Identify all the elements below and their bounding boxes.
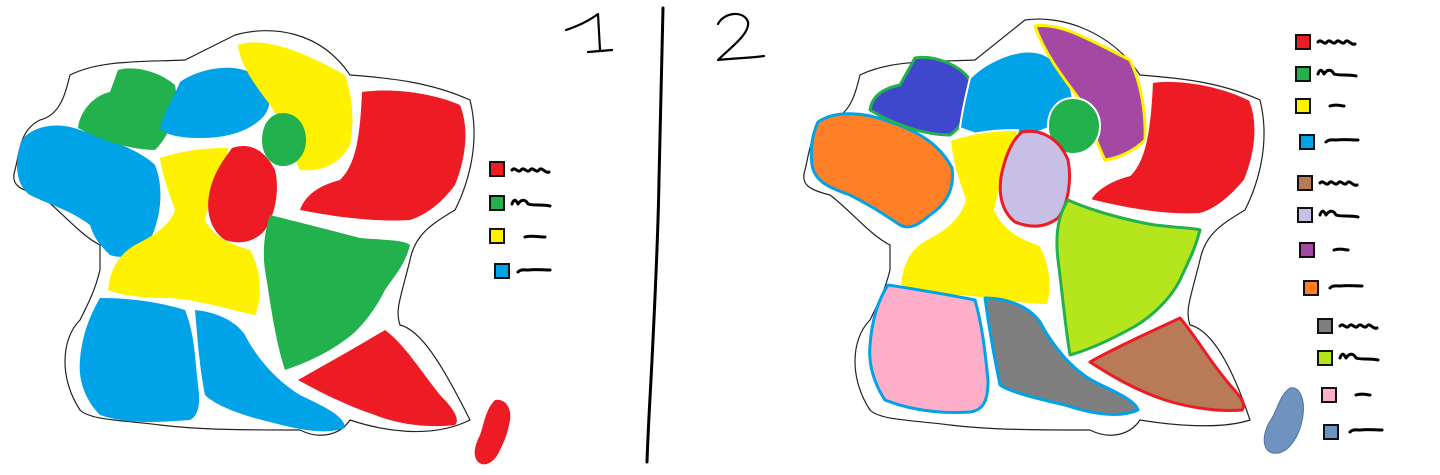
legend-item: [1297, 175, 1359, 191]
legend-swatch: [1297, 207, 1313, 223]
northeast-region[interactable]: [1089, 79, 1257, 216]
legend-item: [1299, 134, 1360, 150]
legend-scribble: [1316, 68, 1358, 78]
legend-swatch: [494, 263, 510, 279]
legend-swatch: [1299, 134, 1315, 150]
legend-item: [489, 195, 552, 211]
center-region[interactable]: [208, 146, 277, 243]
legend-item: [1323, 424, 1384, 440]
paris-region[interactable]: [262, 113, 306, 166]
normandy-west-region[interactable]: [868, 55, 972, 137]
legend-swatch: [1295, 98, 1311, 114]
legend-swatch: [489, 228, 505, 244]
brittany-region[interactable]: [17, 125, 161, 257]
legend-scribble: [1332, 247, 1350, 252]
legend-scribble: [1318, 180, 1359, 187]
normandy-east-region[interactable]: [160, 67, 270, 138]
legend-scribble: [516, 268, 552, 274]
corsica-region[interactable]: [1263, 387, 1304, 454]
legend-scribble: [1354, 392, 1372, 397]
legend-swatch: [489, 195, 505, 211]
legend-scribble: [1348, 428, 1384, 434]
panel-number-1: [564, 12, 614, 54]
corsica-region[interactable]: [474, 399, 511, 465]
legend-swatch: [1321, 387, 1337, 403]
legend-swatch: [1317, 350, 1333, 366]
legend-item: [1295, 34, 1357, 50]
southeast-region[interactable]: [298, 330, 457, 427]
northeast-region[interactable]: [300, 90, 466, 221]
legend-scribble: [1338, 323, 1379, 330]
legend-scribble: [1318, 209, 1360, 219]
legend-scribble: [1328, 284, 1364, 290]
legend-swatch: [1303, 280, 1319, 296]
north-region[interactable]: [238, 42, 353, 171]
legend-item: [1295, 98, 1346, 114]
map-panel-2: [716, 12, 1384, 454]
legend-item: [1297, 207, 1360, 223]
legend-scribble: [510, 167, 551, 174]
center-region[interactable]: [998, 129, 1072, 228]
legend-item: [1321, 387, 1372, 403]
legend-swatch: [1299, 242, 1315, 258]
legend: [1295, 34, 1384, 440]
legend-item: [494, 263, 552, 279]
panel-number-2: [716, 12, 766, 62]
legend-item: [1317, 350, 1380, 366]
legend-item: [489, 228, 547, 244]
southwest-region[interactable]: [868, 283, 990, 414]
legend-swatch: [1295, 66, 1311, 82]
legend-item: [1317, 318, 1379, 334]
east-center-region[interactable]: [263, 215, 410, 370]
legend-item: [1299, 242, 1350, 258]
map-panel-1: [13, 12, 614, 465]
legend-item: [1295, 66, 1358, 82]
south-region[interactable]: [195, 310, 345, 432]
north-region[interactable]: [1033, 23, 1147, 162]
center-west-region[interactable]: [108, 148, 260, 315]
east-center-region[interactable]: [1055, 198, 1202, 357]
southeast-region[interactable]: [1088, 316, 1245, 412]
legend-swatch: [489, 161, 505, 177]
legend-scribble: [1316, 39, 1357, 46]
legend: [489, 161, 552, 279]
legend-swatch: [1317, 318, 1333, 334]
legend-scribble: [1338, 352, 1380, 362]
legend-scribble: [1328, 103, 1346, 108]
legend-scribble: [1324, 138, 1360, 144]
divider-line: [645, 6, 665, 464]
legend-scribble: [510, 198, 552, 208]
south-region[interactable]: [983, 296, 1140, 416]
legend-scribble: [523, 234, 547, 239]
legend-item: [1303, 280, 1364, 296]
normandy-west-region[interactable]: [78, 68, 177, 150]
legend-swatch: [1323, 424, 1339, 440]
legend-swatch: [1297, 175, 1313, 191]
southwest-region[interactable]: [79, 298, 200, 423]
legend-item: [489, 161, 551, 177]
legend-swatch: [1295, 34, 1311, 50]
paris-region[interactable]: [1047, 97, 1101, 155]
